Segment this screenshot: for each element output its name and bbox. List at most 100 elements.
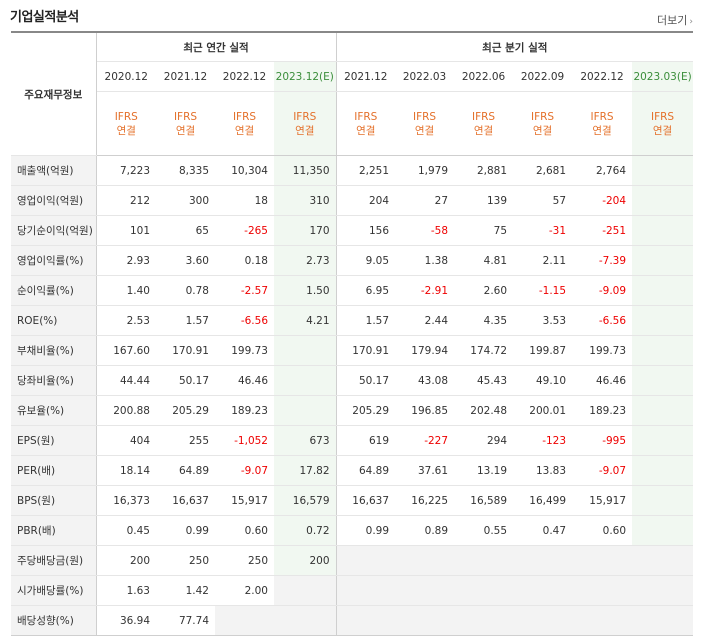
annual-value: 200 [96, 545, 156, 576]
quarter-value: -6.56 [572, 305, 633, 336]
quarter-value: 139 [454, 185, 514, 216]
annual-value: 167.60 [96, 335, 156, 366]
metric-label: 시가배당률(%) [11, 575, 97, 606]
accounting-standard-label: IFRS 연결 [632, 91, 694, 156]
table-row: PBR(배) 0.45 0.99 0.60 0.72 0.99 0.89 0.55 0.47 0.… [11, 515, 694, 546]
table-row: 부채비율(%) 167.60 170.91 199.73 170.91 179.94 174… [11, 335, 694, 366]
ifrs-label: IFRS [651, 110, 675, 123]
quarter-value: 1.57 [335, 305, 396, 336]
quarter-value [454, 545, 514, 576]
quarter-group-header: 최근 분기 실적 [335, 31, 694, 62]
annual-value [274, 395, 337, 426]
annual-value: 15,917 [215, 485, 274, 516]
quarter-value: 13.83 [513, 455, 573, 486]
quarter-value [632, 335, 694, 366]
quarter-period-header: 2021.12 [335, 61, 396, 92]
quarter-value: 2.60 [454, 275, 514, 306]
period-label: 2022.12 [222, 70, 267, 83]
table-row: 당기순이익(억원) 101 65 -265 170 156 -58 75 -31 -251 [11, 215, 694, 246]
annual-value: 65 [156, 215, 215, 246]
quarter-value: -995 [572, 425, 633, 456]
quarter-value [632, 215, 694, 246]
quarter-value [454, 605, 514, 636]
quarter-value [632, 155, 694, 186]
ifrs-label: IFRS [471, 110, 496, 123]
quarter-value: 0.47 [513, 515, 573, 546]
quarter-value: 45.43 [454, 365, 514, 396]
metric-label: EPS(원) [11, 425, 97, 456]
quarter-value: 202.48 [454, 395, 514, 426]
annual-value: 64.89 [156, 455, 215, 486]
accounting-standard-label: IFRS 연결 [96, 91, 156, 156]
quarter-value: 199.87 [513, 335, 573, 366]
quarter-value: 2,764 [572, 155, 633, 186]
annual-value [274, 575, 337, 606]
annual-value: 11,350 [274, 155, 337, 186]
annual-value: 3.60 [156, 245, 215, 276]
quarter-value [632, 485, 694, 516]
quarter-value: -7.39 [572, 245, 633, 276]
quarter-value: 179.94 [395, 335, 455, 366]
accounting-standard-label: IFRS 연결 [156, 91, 215, 156]
accounting-standard-label: IFRS 연결 [454, 91, 514, 156]
annual-value: 50.17 [156, 365, 215, 396]
ifrs-label: IFRS [530, 110, 555, 123]
annual-period-header: 2020.12 [96, 61, 156, 92]
quarter-period-header: 2022.12 [572, 61, 633, 92]
consolidated-label: 연결 [473, 124, 494, 137]
ifrs-label: IFRS [354, 110, 378, 123]
metric-label: PER(배) [11, 455, 97, 486]
annual-value: 250 [156, 545, 215, 576]
period-label: 2022.09 [520, 70, 565, 83]
annual-value: 170.91 [156, 335, 215, 366]
annual-value: 18 [215, 185, 274, 216]
annual-value: 17.82 [274, 455, 337, 486]
quarter-value [572, 545, 633, 576]
quarter-value: 2,251 [335, 155, 396, 186]
quarter-value: 170.91 [335, 335, 396, 366]
annual-value: 77.74 [156, 605, 215, 636]
metric-label: 유보율(%) [11, 395, 97, 426]
quarter-value: 43.08 [395, 365, 455, 396]
quarter-value [572, 575, 633, 606]
table-row: 순이익률(%) 1.40 0.78 -2.57 1.50 6.95 -2.91 2.60 -1.… [11, 275, 694, 306]
quarter-value: 4.81 [454, 245, 514, 276]
quarter-value: 0.89 [395, 515, 455, 546]
annual-value: 0.18 [215, 245, 274, 276]
quarter-value: -9.07 [572, 455, 633, 486]
quarter-value: 205.29 [335, 395, 396, 426]
period-label: 2023.12(E) [275, 70, 334, 83]
quarter-value: -123 [513, 425, 573, 456]
period-label: 2021.12 [344, 70, 388, 83]
consolidated-label: 연결 [175, 124, 196, 137]
quarter-value: 6.95 [335, 275, 396, 306]
quarter-value: 16,225 [395, 485, 455, 516]
annual-value: 200 [274, 545, 337, 576]
quarter-value [395, 545, 455, 576]
quarter-value [513, 545, 573, 576]
annual-value: 16,637 [156, 485, 215, 516]
period-label: 2022.12 [580, 70, 624, 83]
quarter-value: 2.44 [395, 305, 455, 336]
ifrs-label: IFRS [173, 110, 198, 123]
annual-value: 1.57 [156, 305, 215, 336]
annual-value: 10,304 [215, 155, 274, 186]
table-row: 배당성향(%) 36.94 77.74 [11, 605, 694, 636]
quarter-value: 0.60 [572, 515, 633, 546]
annual-value: 200.88 [96, 395, 156, 426]
annual-value: 189.23 [215, 395, 274, 426]
quarter-value: 49.10 [513, 365, 573, 396]
annual-value: 212 [96, 185, 156, 216]
table-row: BPS(원) 16,373 16,637 15,917 16,579 16,637 16,2… [11, 485, 694, 516]
quarter-value [395, 605, 455, 636]
quarter-value [632, 605, 694, 636]
company-performance-panel: 기업실적분석 더보기 › 주요재무정보 최근 연간 실적 최근 분기 실적 202… [10, 10, 694, 636]
metric-label: 영업이익(억원) [11, 185, 97, 216]
table-row: 매출액(억원) 7,223 8,335 10,304 11,350 2,251 1,979 2… [11, 155, 694, 186]
chevron-right-icon: › [689, 17, 693, 27]
annual-value: 36.94 [96, 605, 156, 636]
annual-value: -9.07 [215, 455, 274, 486]
more-link[interactable]: 더보기 › [657, 12, 693, 28]
quarter-value [335, 605, 396, 636]
quarter-value: 3.53 [513, 305, 573, 336]
